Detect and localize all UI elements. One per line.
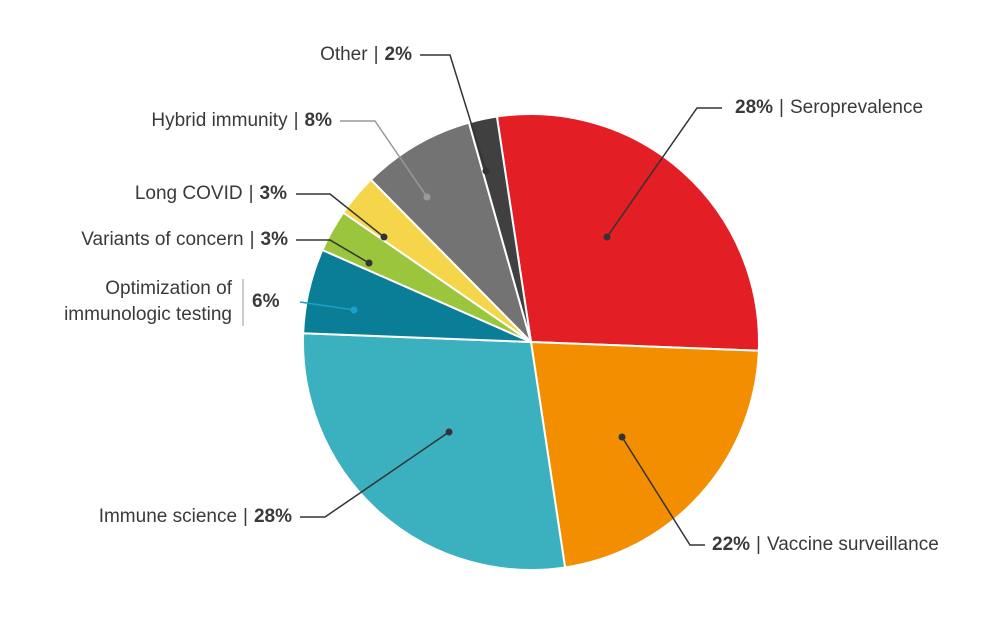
category-label: Other [320,44,368,65]
data-label: 3% [260,183,288,204]
data-label: 22% [712,534,750,555]
label-line: immunologic testing [64,304,232,325]
category-label: Long COVID [135,183,243,204]
label-line: Optimization of [105,278,232,299]
category-label: Immune science [99,506,237,527]
leader-dot [380,233,388,241]
separator: | [374,44,379,65]
pie-slice [529,340,760,569]
leader-dot [350,306,358,314]
pie-label: Other | 2% [320,44,412,65]
leader-line [296,239,370,264]
separator: | [756,534,761,555]
pie-slice [369,121,532,343]
pie-label: 22% | Vaccine surveillance [712,534,939,555]
pie-slice [495,113,760,352]
pie-label: 28% | Seroprevalence [735,97,923,118]
pie-label: Immune science | 28% [99,506,292,527]
leader-line [621,436,705,546]
data-label: 8% [305,110,333,131]
leader-line [420,54,487,172]
category-label: Hybrid immunity [151,110,288,131]
leader-dot [365,259,373,267]
category-label: Seroprevalence [790,97,923,118]
separator: | [294,110,299,131]
leader-line [296,193,385,238]
leader-dot [618,433,626,441]
separator: | [249,183,254,204]
leader-line [299,301,355,311]
data-label: 28% [735,97,773,118]
category-label: Variants of concern [81,229,243,250]
pie-slice [302,332,567,571]
data-label: 28% [254,506,292,527]
category-label: Optimization of immunologic testing [64,278,233,325]
data-label: 6% [252,291,280,312]
separator: | [779,97,784,118]
leader-dot [482,167,490,175]
leader-dot [445,428,453,436]
separator: | [250,229,255,250]
leader-line [606,107,722,238]
category-label: Vaccine surveillance [767,534,939,555]
leader-line [300,431,450,518]
pie-label: Hybrid immunity | 8% [151,110,332,131]
leader-dot [423,193,431,201]
leader-line [340,120,428,198]
pie-label: Variants of concern | 3% [81,229,288,250]
separator: | [243,506,248,527]
pie-label: Long COVID | 3% [135,183,287,204]
data-label: 3% [261,229,289,250]
leader-dot [603,233,611,241]
data-label: 2% [385,44,413,65]
